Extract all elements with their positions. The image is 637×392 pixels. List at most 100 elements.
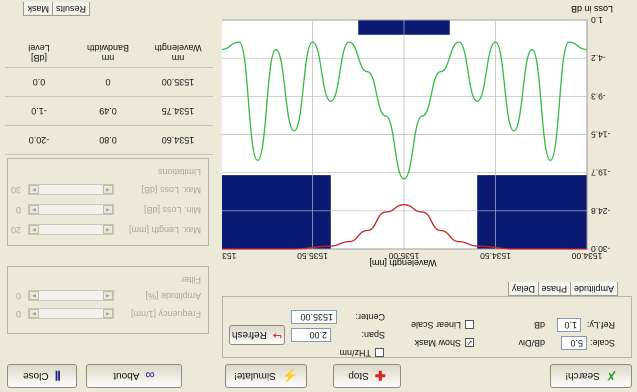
amplitude-slider[interactable]: ◂ ▸ <box>28 290 114 301</box>
x-tick-label: 1535.00 <box>388 251 419 261</box>
table-cell: -20.0 <box>5 125 73 155</box>
table-cell: 0 <box>73 67 143 97</box>
refresh-icon: ↪ <box>272 329 283 342</box>
stop-button[interactable]: ✚ Stop <box>333 364 401 388</box>
center-field[interactable]: 1535.00 <box>291 310 337 324</box>
frequency-slider[interactable]: ◂ ▸ <box>28 308 114 319</box>
filter-group-label: Filter <box>181 275 201 285</box>
limitations-group-label: Limitations <box>157 167 201 177</box>
table-cell: 1534.60 <box>143 125 213 155</box>
results-table: 1534.60 0.80 -20.0 1534.75 0.49 -1.0 153… <box>5 39 213 155</box>
scale-unit: dB/Div <box>518 338 545 348</box>
frequency-label: Frequency [1/nm] <box>130 309 201 319</box>
ref-level-field[interactable]: 1.0 <box>557 318 581 332</box>
arrow-right-icon[interactable]: ▸ <box>29 185 39 194</box>
refresh-button[interactable]: ↪ Refresh <box>229 325 285 345</box>
table-cell: -1.0 <box>5 96 73 126</box>
arrow-left-icon[interactable]: ◂ <box>103 291 113 300</box>
table-cell: 0.0 <box>5 67 73 97</box>
series-line <box>222 41 588 180</box>
arrow-right-icon[interactable]: ▸ <box>29 309 39 318</box>
table-row[interactable]: 1534.75 0.49 -1.0 <box>5 96 213 126</box>
column-header-title: Bandwidth <box>86 43 130 53</box>
linear-scale-checkbox[interactable] <box>465 320 474 329</box>
arrow-right-icon[interactable]: ▸ <box>29 291 39 300</box>
show-mask-label: Show Mask <box>414 338 461 348</box>
mask-region <box>477 175 587 249</box>
series-line <box>222 204 587 250</box>
max-length-value: 20 <box>10 225 21 235</box>
arrow-right-icon[interactable]: ▸ <box>29 205 39 214</box>
about-icon: ∞ <box>145 368 155 384</box>
max-length-label: Max. Length [mm] <box>128 225 201 235</box>
ref-level-unit: dB <box>533 320 545 330</box>
frequency-value: 0 <box>15 309 21 319</box>
tab-amplitude[interactable]: Amplitude <box>569 282 618 296</box>
chart-x-axis-title: Wavelength [nm] <box>369 258 436 268</box>
tab-results[interactable]: Results <box>51 2 90 16</box>
y-tick-label: -19.7 <box>591 168 611 178</box>
table-row[interactable]: 1534.60 0.80 -20.0 <box>5 125 213 155</box>
y-tick-label: -14.5 <box>591 130 611 140</box>
stop-icon: ✚ <box>374 368 386 384</box>
min-loss-slider[interactable]: ◂ ▸ <box>28 204 114 215</box>
table-cell: 0.49 <box>73 96 143 126</box>
ref-level-label: Ref.Ly: <box>586 320 615 330</box>
min-loss-value: 0 <box>15 205 21 215</box>
max-loss-slider[interactable]: ◂ ▸ <box>28 184 114 195</box>
span-field[interactable]: 2.00 <box>291 328 331 342</box>
thz-nm-label: THz/nm <box>339 348 372 358</box>
table-cell: 0.80 <box>73 125 143 155</box>
x-tick-label: 1534.00 <box>571 251 602 261</box>
column-header-title: Level <box>28 43 50 53</box>
x-tick-label: 1534.50 <box>480 251 511 261</box>
max-loss-value: 30 <box>10 185 21 195</box>
show-mask-checkbox[interactable]: ✓ <box>465 338 474 347</box>
column-header-title: Wavelength <box>154 43 202 53</box>
amplitude-label: Amplitude [%] <box>145 291 201 301</box>
max-length-slider[interactable]: ◂ ▸ <box>28 224 114 235</box>
thz-nm-checkbox[interactable] <box>375 348 384 357</box>
column-header-unit: [dB] <box>31 53 48 63</box>
tab-mask[interactable]: Mask <box>23 2 53 16</box>
table-cell: 1534.75 <box>143 96 213 126</box>
y-tick-label: -30.0 <box>591 244 611 254</box>
arrow-right-icon[interactable]: ▸ <box>29 225 39 234</box>
column-header-unit: nm <box>101 53 115 63</box>
scale-field[interactable]: 5.0 <box>561 336 587 350</box>
column-header-wavelength: nm Wavelength <box>143 39 213 68</box>
arrow-left-icon[interactable]: ◂ <box>103 205 113 214</box>
arrow-left-icon[interactable]: ◂ <box>103 225 113 234</box>
arrow-left-icon[interactable]: ◂ <box>103 309 113 318</box>
scale-label: Scale: <box>589 338 615 348</box>
tab-phase[interactable]: Phase <box>537 282 571 296</box>
close-icon: Ⅱ <box>54 368 61 384</box>
span-label: Span: <box>361 330 385 340</box>
amplitude-chart: Wavelength [nm] 1534.00 1534.50 1535.00 153… <box>222 4 613 268</box>
x-tick-label: 1535.50 <box>297 251 328 261</box>
min-loss-label: Min. Loss [dB] <box>143 205 201 215</box>
chart-y-axis-label: Loss in dB <box>571 4 613 14</box>
x-tick-label: 1536.00 <box>222 251 236 261</box>
about-button[interactable]: ∞ About <box>86 364 182 388</box>
y-tick-label: -24.8 <box>591 206 611 216</box>
simulate-icon: ⚡ <box>281 368 298 384</box>
amplitude-value: 0 <box>15 291 21 301</box>
center-label: Center: <box>355 312 385 322</box>
close-button[interactable]: Ⅱ Close <box>7 364 77 388</box>
y-tick-label: -4.2 <box>591 53 606 63</box>
table-row[interactable]: 1535.00 0 0.0 <box>5 67 213 97</box>
y-tick-label: 1.0 <box>591 15 603 25</box>
mask-region <box>222 175 331 249</box>
column-header-level: [dB] Level <box>5 39 73 68</box>
tab-delay[interactable]: Delay <box>507 282 539 296</box>
search-icon: ✗ <box>605 368 617 384</box>
arrow-left-icon[interactable]: ◂ <box>103 185 113 194</box>
column-header-unit: nm <box>171 53 185 63</box>
table-cell: 1535.00 <box>143 67 213 97</box>
table-header-row: nm Wavelength nm Bandwidth [dB] Level <box>5 39 213 68</box>
simulate-button[interactable]: ⚡ Simulate! <box>225 364 307 388</box>
y-tick-label: -9.3 <box>591 91 606 101</box>
search-button[interactable]: ✗ Search! <box>550 364 632 388</box>
